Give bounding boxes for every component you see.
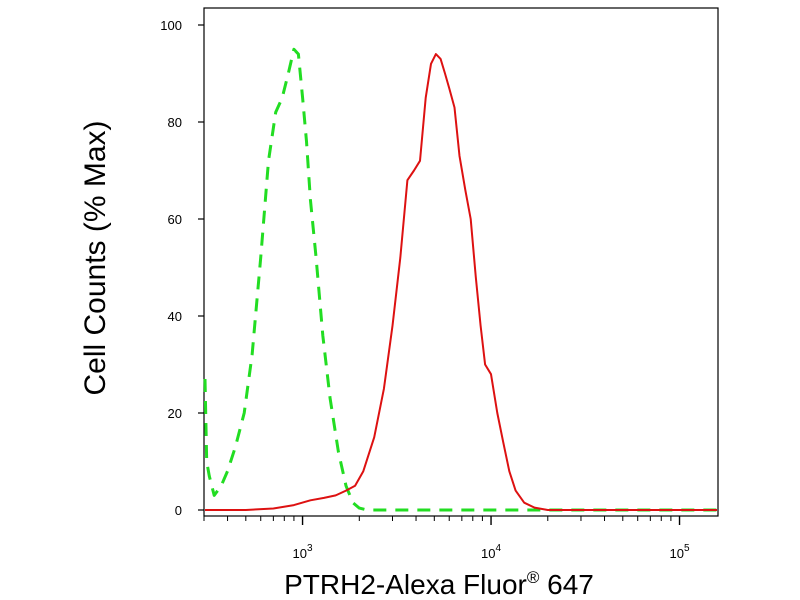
x-axis-title: PTRH2-Alexa Fluor® 647 [284, 568, 594, 600]
x-tick-label-exponent: 3 [307, 543, 313, 554]
x-axis-title-main: PTRH2-Alexa Fluor [284, 569, 527, 600]
x-axis: 103 104 105 [203, 516, 690, 561]
x-axis-title-registered-mark: ® [527, 568, 540, 587]
y-tick-label-80: 80 [168, 115, 182, 130]
series-line-solid-red [205, 53, 717, 511]
y-tick-label-60: 60 [168, 212, 182, 227]
x-tick-label-1000: 103 [293, 543, 313, 561]
x-tick-label-100000: 105 [670, 543, 690, 561]
y-tick-label-40: 40 [168, 309, 182, 324]
x-tick-label-base: 10 [481, 546, 495, 561]
series-line-dashed-green [203, 47, 717, 512]
y-tick-label-20: 20 [168, 406, 182, 421]
y-tick-label-100: 100 [160, 18, 182, 33]
plot-frame [203, 7, 719, 517]
y-axis: 0 20 40 60 80 100 [160, 18, 204, 518]
y-axis-title: Cell Counts (% Max) [79, 120, 112, 395]
x-tick-label-10000: 104 [481, 543, 501, 561]
x-axis-title-tail: 647 [539, 569, 594, 600]
x-tick-label-exponent: 4 [495, 543, 501, 554]
x-tick-label-base: 10 [293, 546, 307, 561]
series-layer [203, 47, 717, 512]
x-tick-label-base: 10 [670, 546, 684, 561]
x-tick-label-exponent: 5 [684, 543, 690, 554]
y-tick-label-0: 0 [175, 503, 182, 518]
